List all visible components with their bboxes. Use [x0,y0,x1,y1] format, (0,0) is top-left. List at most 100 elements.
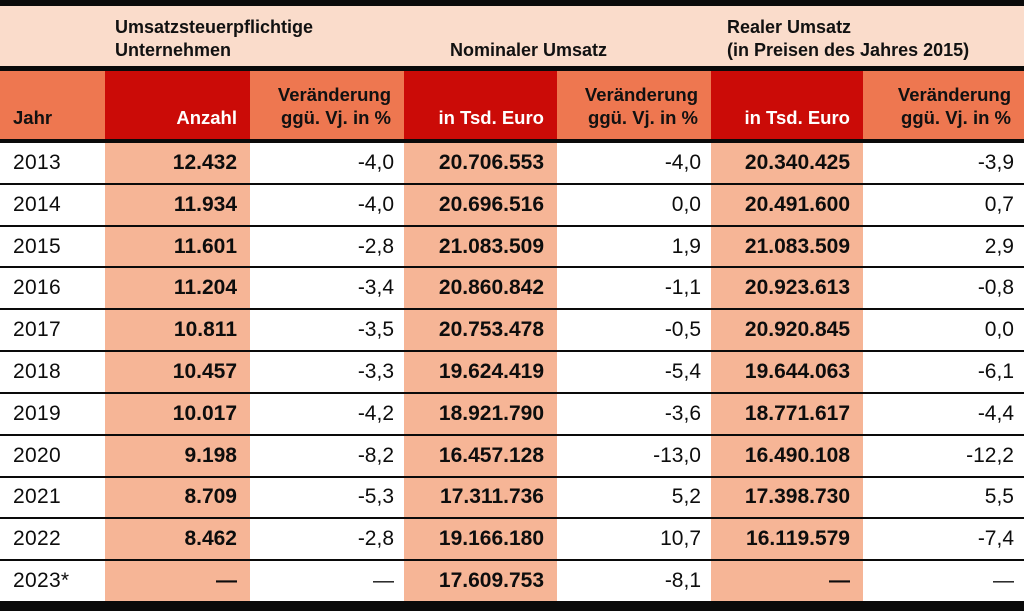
anzahl-value: 8.709 [105,477,250,518]
anzahl-change: -4,0 [357,150,394,174]
real-value: 21.083.509 [711,226,863,267]
anzahl-change: -2,8 [357,527,394,551]
table-row: 2016 11.204 -3,4 20.860.842 -1,1 20.923.… [0,268,1024,311]
nominal-value: 17.609.753 [404,561,557,601]
anzahl-change: -3,3 [357,359,394,383]
bottom-border-bar [0,601,1024,611]
table-header-row: Jahr Anzahl Veränderung ggü. Vj. in % in… [0,71,1024,139]
real-change: -4,4 [977,401,1014,425]
anzahl-change: — [373,569,394,593]
year-cell: 2021 [13,485,61,509]
table-body: 2013 12.432 -4,0 20.706.553 -4,0 20.340.… [0,143,1024,601]
anzahl-change: -8,2 [357,443,394,467]
anzahl-value: 9.198 [105,435,250,476]
table-row: 2018 10.457 -3,3 19.624.419 -5,4 19.644.… [0,352,1024,394]
anzahl-change: -2,8 [357,234,394,258]
table-row: 2023* — — 17.609.753 -8,1 — — [0,561,1024,601]
nominal-value: 21.083.509 [404,226,557,267]
col-header-nominal-tsd-euro: in Tsd. Euro [404,71,557,139]
real-value: 16.490.108 [711,435,863,476]
col-header-jahr: Jahr [0,71,105,139]
column-group-band: Umsatzsteuerpflichtige Unternehmen Nomin… [0,6,1024,66]
separator-line [0,139,1024,143]
real-value: 20.340.425 [711,143,863,183]
table-row: 2015 11.601 -2,8 21.083.509 1,9 21.083.5… [0,226,1024,269]
real-value: 17.398.730 [711,477,863,518]
real-change: 0,7 [984,192,1014,216]
anzahl-value: 10.457 [105,352,250,392]
nominal-change: 10,7 [660,527,701,551]
real-value: 20.491.600 [711,184,863,225]
real-change: -3,9 [977,150,1014,174]
real-change: -7,4 [977,527,1014,551]
real-value: 19.644.063 [711,352,863,392]
year-cell: 2022 [13,527,61,551]
real-change: 2,9 [984,234,1014,258]
real-change: — [993,569,1014,593]
anzahl-value: — [105,561,250,601]
anzahl-value: 10.811 [105,310,250,351]
col-header-anzahl-change: Veränderung ggü. Vj. in % [250,71,404,139]
group-header-nominaler-umsatz: Nominaler Umsatz [450,40,608,60]
real-value: 16.119.579 [711,519,863,560]
col-header-real-change: Veränderung ggü. Vj. in % [863,71,1024,139]
table-row: 2013 12.432 -4,0 20.706.553 -4,0 20.340.… [0,143,1024,185]
col-header-real-tsd-euro: in Tsd. Euro [711,71,863,139]
year-cell: 2015 [13,234,61,258]
anzahl-value: 11.934 [105,184,250,225]
anzahl-value: 12.432 [105,143,250,183]
table-row: 2017 10.811 -3,5 20.753.478 -0,5 20.920.… [0,310,1024,353]
nominal-change: -8,1 [664,569,701,593]
nominal-value: 20.860.842 [404,268,557,309]
anzahl-change: -4,0 [357,192,394,216]
nominal-value: 20.706.553 [404,143,557,183]
real-change: -6,1 [977,359,1014,383]
anzahl-change: -5,3 [357,485,394,509]
nominal-change: 5,2 [671,485,701,509]
year-cell: 2020 [13,443,61,467]
anzahl-value: 8.462 [105,519,250,560]
nominal-change: -13,0 [653,443,701,467]
anzahl-change: -4,2 [357,401,394,425]
table-row: 2020 9.198 -8,2 16.457.128 -13,0 16.490.… [0,435,1024,478]
anzahl-value: 11.601 [105,226,250,267]
separator-line [0,66,1024,71]
nominal-change: -0,5 [664,318,701,342]
nominal-value: 20.753.478 [404,310,557,351]
nominal-change: 1,9 [671,234,701,258]
real-value: 20.923.613 [711,268,863,309]
year-cell: 2017 [13,318,61,342]
year-cell: 2013 [13,150,61,174]
nominal-change: -5,4 [664,359,701,383]
real-change: 5,5 [984,485,1014,509]
real-value: — [711,561,863,601]
year-cell: 2014 [13,192,61,216]
real-value: 18.771.617 [711,393,863,434]
nominal-value: 19.624.419 [404,352,557,392]
nominal-value: 18.921.790 [404,393,557,434]
nominal-change: 0,0 [671,192,701,216]
nominal-value: 20.696.516 [404,184,557,225]
nominal-change: -1,1 [664,276,701,300]
real-change: 0,0 [984,318,1014,342]
group-header-unternehmen: Umsatzsteuerpflichtige Unternehmen [115,17,314,60]
nominal-value: 19.166.180 [404,519,557,560]
nominal-value: 17.311.736 [404,477,557,518]
col-header-nominal-change: Veränderung ggü. Vj. in % [557,71,711,139]
anzahl-value: 10.017 [105,393,250,434]
top-border-bar [0,0,1024,6]
anzahl-change: -3,5 [357,318,394,342]
anzahl-value: 11.204 [105,268,250,309]
anzahl-change: -3,4 [357,276,394,300]
table-row: 2021 8.709 -5,3 17.311.736 5,2 17.398.73… [0,477,1024,520]
nominal-change: -3,6 [664,401,701,425]
table-row: 2019 10.017 -4,2 18.921.790 -3,6 18.771.… [0,393,1024,436]
year-cell: 2019 [13,401,61,425]
real-value: 20.920.845 [711,310,863,351]
group-header-realer-umsatz: Realer Umsatz (in Preisen des Jahres 201… [727,17,970,60]
year-cell: 2016 [13,276,61,300]
real-change: -12,2 [966,443,1014,467]
nominal-change: -4,0 [664,150,701,174]
real-change: -0,8 [977,276,1014,300]
